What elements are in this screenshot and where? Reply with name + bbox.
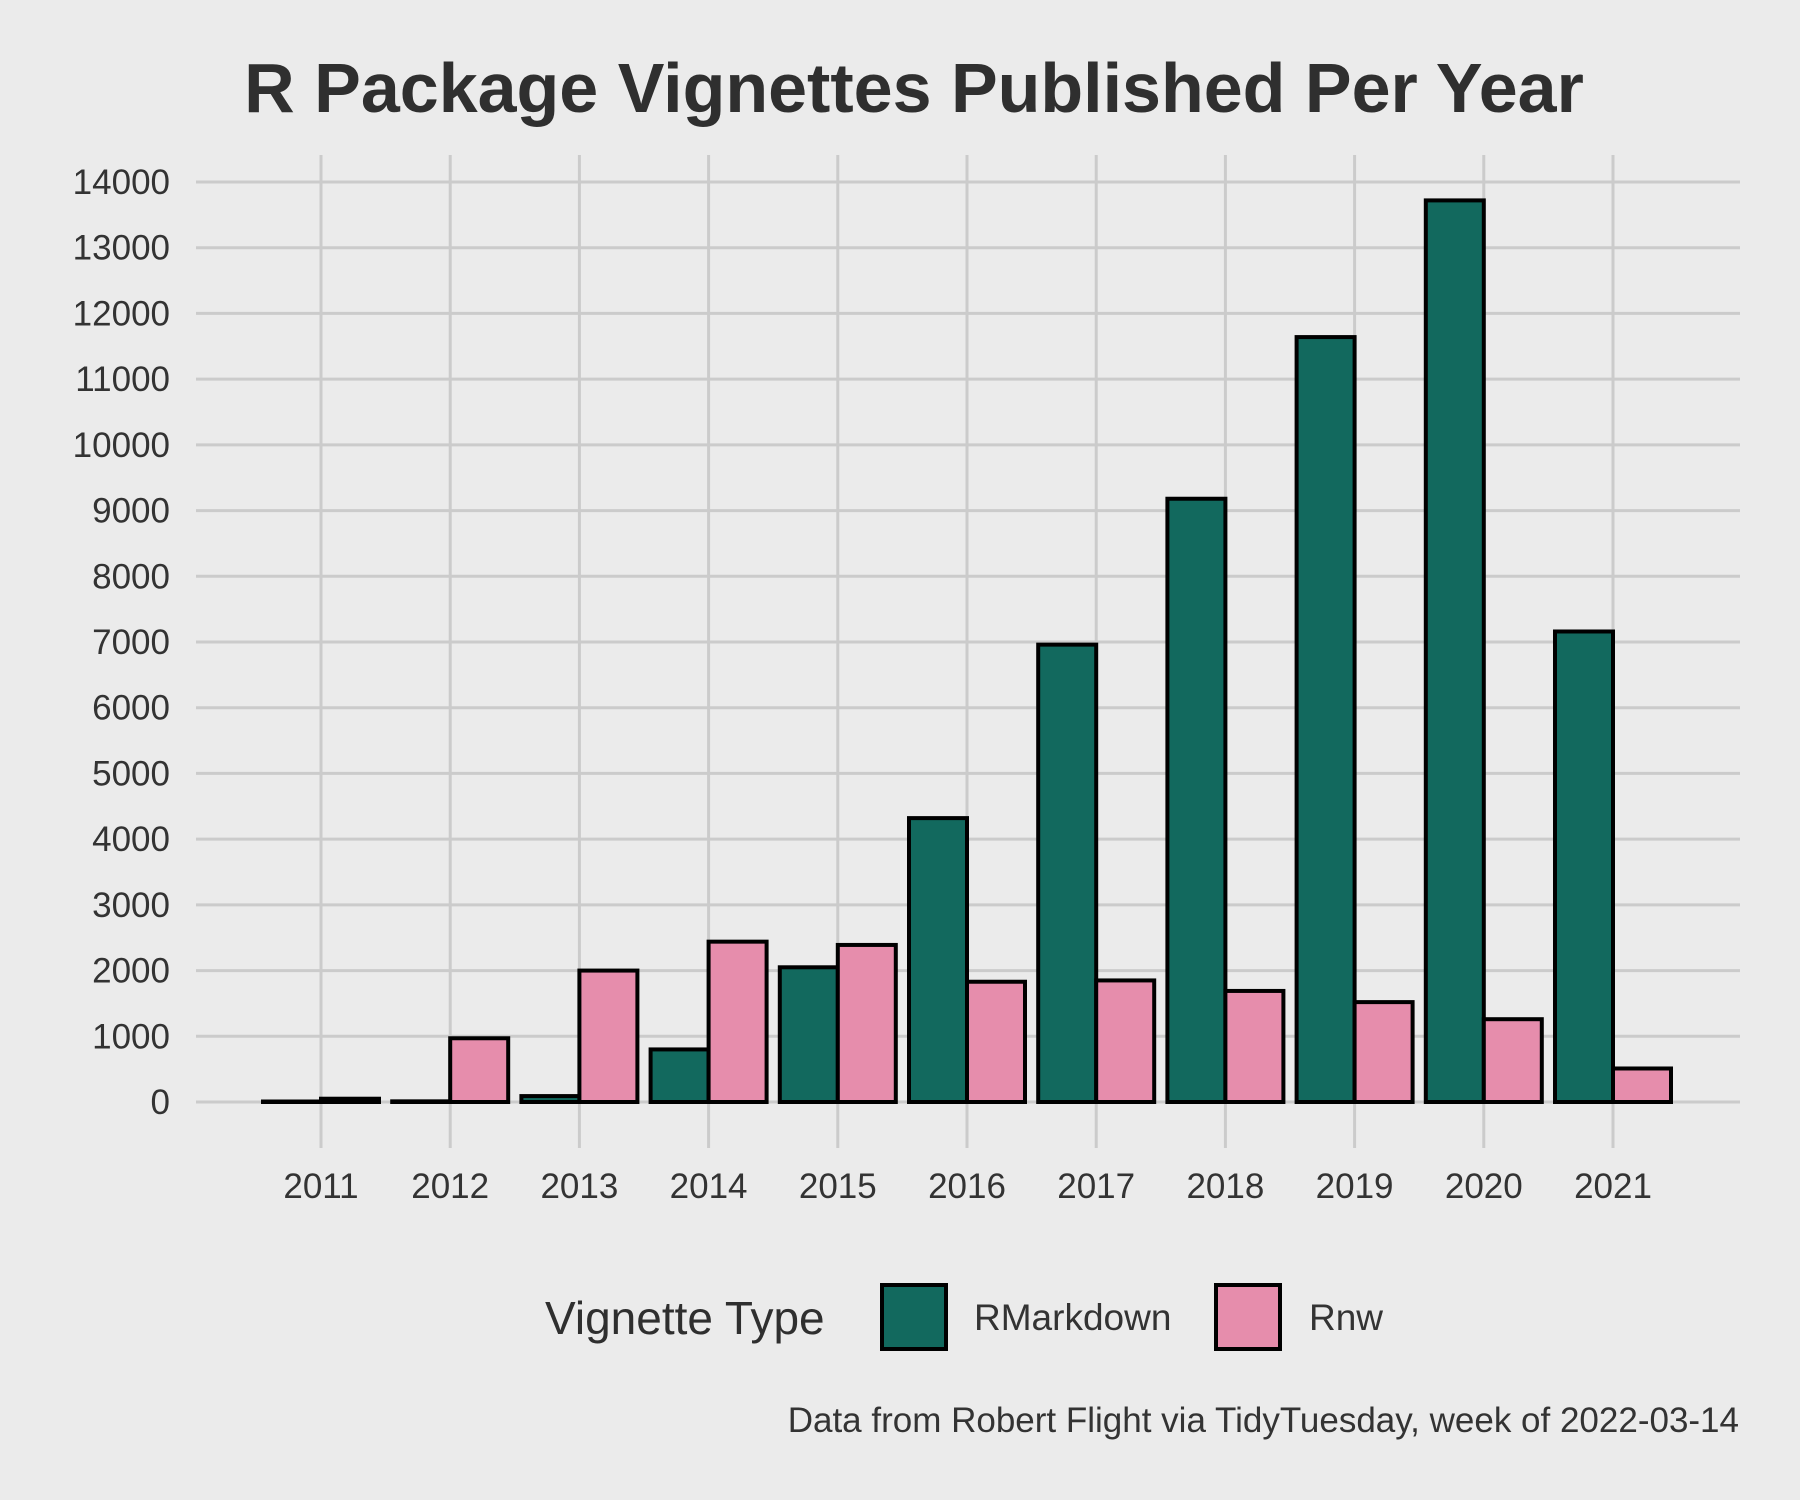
y-tick-label: 12000	[73, 294, 170, 333]
y-tick-label: 9000	[92, 492, 170, 531]
y-tick-label: 3000	[92, 886, 170, 925]
bar-rmarkdown-2016	[907, 816, 969, 1104]
bar-rmarkdown-2013	[519, 1094, 582, 1104]
x-tick-label: 2019	[1316, 1167, 1394, 1206]
x-tick-label: 2013	[540, 1167, 618, 1206]
y-tick-label: 1000	[92, 1017, 170, 1056]
legend-title: Vignette Type	[545, 1292, 825, 1344]
bar-rnw-2019	[1352, 1000, 1415, 1104]
bar-rmarkdown-2020	[1423, 198, 1486, 1104]
legend: Vignette Type RMarkdown Rnw	[545, 1283, 1383, 1351]
bar-rnw-2016	[965, 979, 1027, 1104]
y-tick-label: 0	[151, 1083, 170, 1122]
bar-rmarkdown-2012	[390, 1099, 453, 1105]
y-axis-tick-labels: 0 1000 2000 3000 4000 5000 6000 7000 8000 9000 100…	[73, 163, 170, 1122]
y-tick-label: 6000	[92, 689, 170, 728]
bar-rnw-2015	[835, 942, 898, 1105]
x-tick-label: 2020	[1445, 1167, 1523, 1206]
bar-rnw-2020	[1481, 1017, 1544, 1105]
legend-label-rnw: Rnw	[1309, 1297, 1383, 1338]
y-tick-label: 14000	[73, 163, 170, 202]
legend-swatch-rnw	[1214, 1283, 1282, 1351]
bar-rnw-2011	[319, 1096, 381, 1104]
bar-rnw-2012	[448, 1036, 511, 1105]
y-tick-label: 13000	[73, 229, 170, 268]
bar-rnw-2021	[1611, 1066, 1673, 1105]
y-tick-label: 5000	[92, 754, 170, 793]
y-tick-label: 7000	[92, 623, 170, 662]
x-axis-tick-labels: 2011 2012 2013 2014 2015 2016 2017 2018 2019 2020…	[283, 1167, 1652, 1206]
x-tick-label: 2011	[283, 1167, 358, 1206]
y-tick-label: 8000	[92, 557, 170, 596]
bar-rmarkdown-2014	[648, 1047, 711, 1105]
legend-label-rmarkdown: RMarkdown	[974, 1297, 1171, 1338]
y-tick-label: 4000	[92, 820, 170, 859]
bar-rmarkdown-2018	[1165, 496, 1228, 1104]
chart-caption: Data from Robert Flight via TidyTuesday,…	[788, 1401, 1739, 1440]
x-tick-label: 2018	[1186, 1167, 1264, 1206]
bar-rmarkdown-2019	[1294, 335, 1357, 1105]
y-tick-label: 2000	[92, 952, 170, 991]
bar-rmarkdown-2021	[1553, 629, 1615, 1104]
bar-rmarkdown-2011	[261, 1099, 323, 1104]
x-tick-label: 2015	[799, 1167, 877, 1206]
bar-rnw-2017	[1094, 978, 1157, 1105]
y-tick-label: 11000	[75, 360, 170, 399]
legend-swatch-rmarkdown	[880, 1283, 948, 1351]
bar-rnw-2013	[577, 968, 640, 1104]
bars	[261, 198, 1673, 1105]
x-tick-label: 2014	[670, 1167, 748, 1206]
bar-rnw-2018	[1223, 988, 1286, 1105]
bar-rmarkdown-2017	[1036, 642, 1099, 1105]
x-tick-label: 2017	[1057, 1167, 1135, 1206]
bar-rnw-2014	[706, 939, 769, 1105]
bar-rmarkdown-2015	[777, 965, 840, 1104]
x-tick-label: 2016	[928, 1167, 1006, 1206]
x-tick-label: 2012	[411, 1167, 489, 1206]
chart-title: R Package Vignettes Published Per Year	[244, 49, 1584, 127]
x-tick-label: 2021	[1574, 1167, 1652, 1206]
y-tick-label: 10000	[73, 426, 170, 465]
